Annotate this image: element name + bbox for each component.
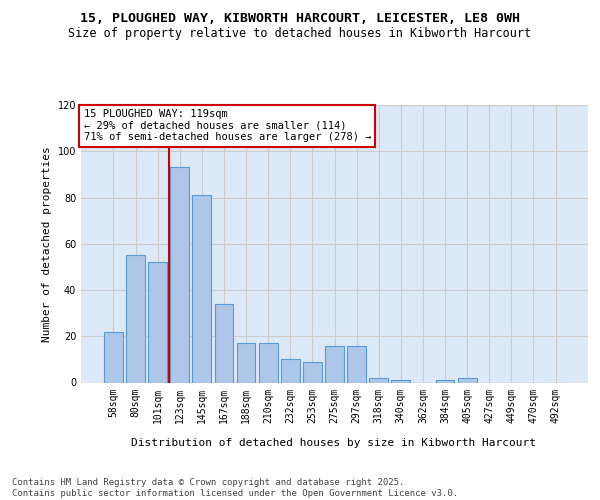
Bar: [370, 378, 388, 382]
Bar: [126, 256, 145, 382]
Bar: [436, 380, 454, 382]
Bar: [104, 332, 123, 382]
Bar: [193, 195, 211, 382]
Bar: [148, 262, 167, 382]
Bar: [170, 168, 189, 382]
Bar: [281, 360, 299, 382]
Bar: [458, 378, 476, 382]
Text: Size of property relative to detached houses in Kibworth Harcourt: Size of property relative to detached ho…: [68, 28, 532, 40]
Bar: [325, 346, 344, 383]
Bar: [303, 362, 322, 382]
Bar: [215, 304, 233, 382]
Text: 15, PLOUGHED WAY, KIBWORTH HARCOURT, LEICESTER, LE8 0WH: 15, PLOUGHED WAY, KIBWORTH HARCOURT, LEI…: [80, 12, 520, 26]
Text: 15 PLOUGHED WAY: 119sqm
← 29% of detached houses are smaller (114)
71% of semi-d: 15 PLOUGHED WAY: 119sqm ← 29% of detache…: [83, 109, 371, 142]
Bar: [236, 343, 256, 382]
Y-axis label: Number of detached properties: Number of detached properties: [42, 146, 52, 342]
Text: Distribution of detached houses by size in Kibworth Harcourt: Distribution of detached houses by size …: [131, 438, 536, 448]
Bar: [259, 343, 278, 382]
Bar: [347, 346, 366, 383]
Text: Contains HM Land Registry data © Crown copyright and database right 2025.
Contai: Contains HM Land Registry data © Crown c…: [12, 478, 458, 498]
Bar: [391, 380, 410, 382]
